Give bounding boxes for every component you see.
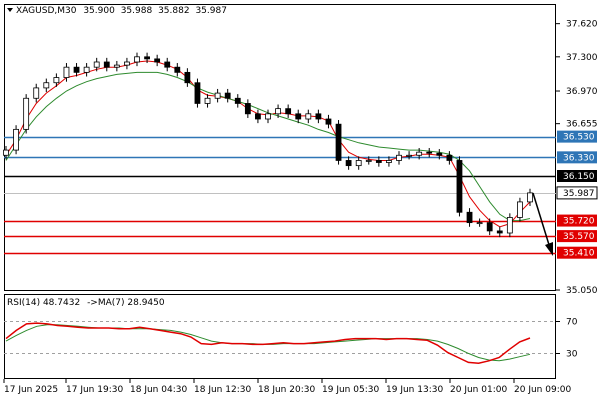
x-tick-label: 17 Jun 2025 — [4, 385, 58, 395]
level-tag-bg — [557, 170, 597, 182]
level-tag-label: 36.330 — [563, 153, 595, 163]
candle-body — [265, 113, 271, 120]
rsi-panel-frame — [4, 294, 556, 379]
symbol-header: XAGUSD,M30 35.900 35.988 35.882 35.987 — [16, 6, 227, 16]
candle-body — [365, 160, 372, 162]
candle-body — [93, 61, 100, 68]
candle-body — [496, 230, 503, 234]
candle-body — [527, 192, 533, 203]
y-tick-label: 37.620 — [566, 20, 598, 30]
candle-body — [33, 87, 40, 99]
candle-body — [255, 113, 261, 120]
price-axis-labels: 37.620 37.300 36.970 36.655 35.050 — [556, 20, 598, 296]
y-tick-label: 36.970 — [566, 87, 598, 97]
candle-body — [426, 151, 433, 154]
x-tick-label: 18 Jun 20:30 — [258, 385, 315, 395]
level-tag-label: 36.150 — [563, 172, 595, 182]
candle-body — [144, 56, 150, 60]
level-tag-label: 35.570 — [563, 232, 595, 242]
y-tick-label: 35.050 — [566, 286, 598, 296]
candle-body — [174, 66, 181, 73]
candle-body — [103, 61, 110, 68]
x-tick-label: 18 Jun 04:30 — [130, 385, 187, 395]
level-tag-bg — [557, 246, 597, 259]
rsi-tick-label: 70 — [566, 318, 578, 328]
x-tick-label: 18 Jun 12:30 — [194, 385, 251, 395]
candle-body — [13, 128, 19, 151]
candle-body — [517, 201, 523, 218]
candle-body — [224, 92, 231, 99]
candle-body — [355, 160, 362, 167]
current-price-tag-bg — [556, 186, 598, 200]
candle-body — [113, 64, 120, 68]
candle-body — [396, 154, 402, 161]
candle-body — [416, 151, 423, 156]
candle-body — [436, 152, 443, 156]
candle-body — [234, 97, 241, 104]
x-tick-label: 17 Jun 19:30 — [66, 385, 123, 395]
collapse-triangle-icon[interactable] — [7, 8, 13, 12]
candle-body — [325, 118, 332, 125]
candle-body — [3, 149, 9, 156]
rsi-lines: 70 30 — [4, 318, 578, 364]
candle-body — [184, 71, 191, 84]
y-tick-label: 36.655 — [566, 120, 598, 130]
x-tick-label: 20 Jun 01:00 — [450, 385, 507, 395]
level-tag-label: 35.410 — [563, 249, 595, 259]
x-tick-label: 20 Jun 09:00 — [514, 385, 571, 395]
candle-body — [285, 108, 292, 115]
price-level-tags: 36.530 36.330 36.150 35.720 35.570 35.410 35.9… — [556, 130, 598, 259]
candle-body — [486, 222, 493, 232]
candle-body — [124, 61, 130, 66]
rsi-header: RSI(14) 48.7432 ->MA(7) 28.9450 — [7, 298, 165, 308]
candle-body — [214, 92, 221, 99]
current-price-tag-label: 35.987 — [563, 189, 595, 199]
candle-body — [446, 154, 453, 161]
candle-body — [275, 108, 281, 115]
candle-body — [23, 97, 30, 130]
level-tag-bg — [557, 230, 597, 243]
candle-body — [194, 82, 201, 104]
candle-body — [53, 77, 60, 84]
candle-body — [134, 56, 140, 63]
price-level-lines — [4, 136, 556, 255]
candle-body — [43, 82, 50, 89]
candlesticks — [3, 52, 533, 238]
candle-body — [335, 123, 342, 161]
candle-body — [305, 113, 312, 120]
candle-body — [164, 61, 171, 68]
candle-body — [63, 66, 70, 78]
rsi-line-1 — [5, 322, 531, 364]
candle-body — [476, 222, 483, 225]
time-axis-labels: 17 Jun 2025 17 Jun 19:30 18 Jun 04:30 18 Ju… — [3, 379, 571, 395]
candle-body — [154, 58, 161, 63]
level-tag-bg — [557, 130, 597, 143]
level-tag-bg — [557, 214, 597, 227]
candle-body — [244, 103, 251, 115]
candle-body — [375, 160, 382, 163]
level-tag-label: 36.530 — [563, 133, 595, 143]
projection-arrow — [532, 192, 553, 256]
candle-body — [345, 160, 352, 167]
candle-body — [466, 211, 473, 224]
level-tag-label: 35.720 — [563, 217, 595, 227]
level-tag-bg — [557, 151, 597, 164]
candle-body — [204, 97, 211, 104]
candle-body — [315, 113, 322, 120]
main-panel-frame — [4, 4, 556, 291]
x-tick-label: 19 Jun 13:30 — [386, 385, 443, 395]
candle-body — [386, 160, 392, 163]
candle-body — [456, 160, 463, 213]
x-tick-label: 19 Jun 05:30 — [322, 385, 379, 395]
candle-body — [295, 113, 302, 120]
candle-body — [83, 66, 90, 73]
candle-body — [406, 154, 412, 157]
rsi-tick-label: 30 — [566, 350, 578, 360]
candle-body — [506, 217, 513, 234]
candle-body — [73, 66, 80, 73]
y-tick-label: 37.300 — [566, 53, 598, 63]
